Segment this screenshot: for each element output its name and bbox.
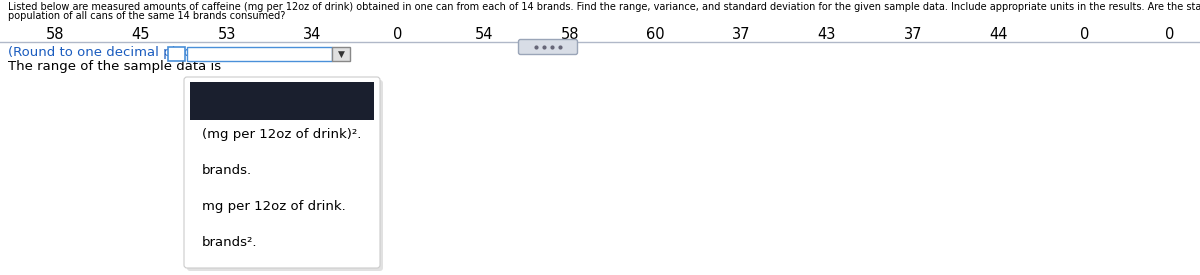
Text: 34: 34 <box>304 27 322 42</box>
Text: 0: 0 <box>1165 27 1175 42</box>
Text: 53: 53 <box>217 27 235 42</box>
Text: Listed below are measured amounts of caffeine (mg per 12oz of drink) obtained in: Listed below are measured amounts of caf… <box>8 2 1200 12</box>
Text: 54: 54 <box>474 27 493 42</box>
Text: brands².: brands². <box>202 236 258 249</box>
Text: 58: 58 <box>560 27 578 42</box>
Text: mg per 12oz of drink.: mg per 12oz of drink. <box>202 200 346 213</box>
Text: 0: 0 <box>1080 27 1088 42</box>
Text: 43: 43 <box>817 27 836 42</box>
Text: 45: 45 <box>132 27 150 42</box>
Text: brands.: brands. <box>202 164 252 177</box>
Text: population of all cans of the same 14 brands consumed?: population of all cans of the same 14 br… <box>8 11 286 21</box>
Text: 60: 60 <box>646 27 665 42</box>
Text: 58: 58 <box>46 27 65 42</box>
Text: ▼: ▼ <box>337 50 344 59</box>
Text: 0: 0 <box>394 27 403 42</box>
Text: (Round to one decimal place as neec: (Round to one decimal place as neec <box>8 46 256 59</box>
Text: 37: 37 <box>732 27 750 42</box>
FancyBboxPatch shape <box>190 82 374 120</box>
FancyBboxPatch shape <box>187 47 332 61</box>
FancyBboxPatch shape <box>518 40 577 54</box>
FancyBboxPatch shape <box>168 47 185 61</box>
FancyBboxPatch shape <box>184 77 380 268</box>
FancyBboxPatch shape <box>187 80 383 271</box>
Text: The range of the sample data is: The range of the sample data is <box>8 60 221 73</box>
Text: (mg per 12oz of drink)².: (mg per 12oz of drink)². <box>202 128 361 141</box>
FancyBboxPatch shape <box>332 47 350 61</box>
Text: 44: 44 <box>989 27 1008 42</box>
Text: 37: 37 <box>904 27 922 42</box>
